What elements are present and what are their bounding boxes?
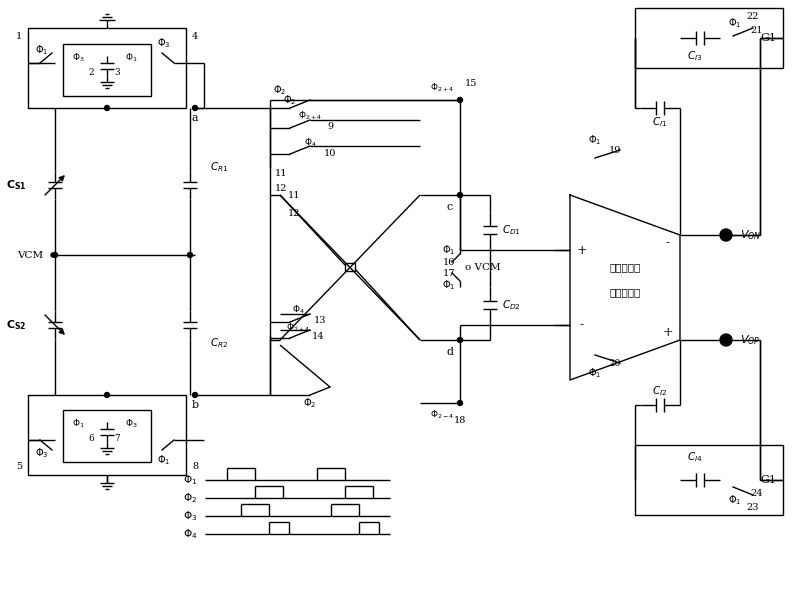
- Text: 7: 7: [114, 434, 120, 442]
- Text: o VCM: o VCM: [465, 262, 501, 272]
- Text: $\Phi_3$: $\Phi_3$: [125, 418, 138, 430]
- Text: $\Phi_2$: $\Phi_2$: [183, 491, 197, 505]
- Text: $\Phi_3$: $\Phi_3$: [158, 36, 170, 50]
- Text: b: b: [191, 400, 198, 410]
- Text: 5: 5: [16, 462, 22, 471]
- Text: $\Phi_{2+4}$: $\Phi_{2+4}$: [430, 82, 455, 94]
- Circle shape: [458, 97, 462, 102]
- Text: G1: G1: [760, 33, 776, 43]
- Text: 24: 24: [750, 488, 763, 498]
- Text: $\Phi_4$: $\Phi_4$: [182, 527, 197, 541]
- Bar: [28, 395, 186, 475]
- Text: 21: 21: [750, 25, 763, 34]
- Text: 13: 13: [314, 315, 326, 325]
- Text: 4: 4: [192, 32, 198, 41]
- Text: $\Phi_1$: $\Phi_1$: [588, 133, 602, 147]
- Text: 全差分跨导: 全差分跨导: [610, 262, 641, 272]
- Text: $\Phi_{2-4}$: $\Phi_{2-4}$: [430, 409, 455, 421]
- Text: $\Phi_2$: $\Phi_2$: [303, 396, 317, 410]
- Bar: [28, 28, 186, 108]
- Text: 10: 10: [324, 148, 336, 158]
- Bar: [63, 44, 151, 96]
- Text: 16: 16: [442, 257, 455, 267]
- Text: 19: 19: [609, 145, 621, 155]
- Text: $\Phi_1$: $\Phi_1$: [728, 16, 742, 30]
- Text: $C_{I3}$: $C_{I3}$: [687, 49, 702, 63]
- Text: 8: 8: [192, 462, 198, 471]
- Circle shape: [458, 193, 462, 198]
- Circle shape: [53, 253, 58, 257]
- Text: 12: 12: [275, 184, 287, 193]
- Text: $V_{ON}$: $V_{ON}$: [740, 228, 762, 242]
- Circle shape: [193, 392, 198, 397]
- Text: VCM: VCM: [17, 251, 43, 259]
- Text: 1: 1: [16, 32, 22, 41]
- Text: $\Phi_{2+4}$: $\Phi_{2+4}$: [286, 322, 310, 334]
- Circle shape: [458, 400, 462, 405]
- Bar: [63, 410, 151, 462]
- Circle shape: [720, 229, 732, 241]
- Text: $C_{I1}$: $C_{I1}$: [652, 115, 668, 129]
- Text: $\Phi_1$: $\Phi_1$: [158, 453, 170, 467]
- Text: $C_{I2}$: $C_{I2}$: [652, 384, 668, 398]
- Text: $C_{D1}$: $C_{D1}$: [502, 223, 521, 237]
- Text: 3: 3: [114, 68, 120, 76]
- Text: $C_{R2}$: $C_{R2}$: [210, 336, 228, 350]
- Text: 11: 11: [275, 169, 287, 177]
- Text: $V_{OP}$: $V_{OP}$: [740, 333, 760, 347]
- Bar: [635, 8, 783, 68]
- Circle shape: [105, 392, 110, 397]
- Text: $\Phi_{2+4}$: $\Phi_{2+4}$: [298, 110, 322, 122]
- Text: 17: 17: [442, 269, 455, 277]
- Text: c: c: [447, 202, 453, 212]
- Text: 23: 23: [746, 503, 759, 511]
- Text: $\Phi_1$: $\Phi_1$: [182, 473, 197, 487]
- Text: $\Phi_4$: $\Phi_4$: [303, 137, 317, 149]
- Text: $C_{D2}$: $C_{D2}$: [502, 298, 521, 312]
- Text: $C_{I4}$: $C_{I4}$: [687, 450, 702, 464]
- Text: 22: 22: [746, 12, 759, 20]
- Circle shape: [720, 334, 732, 346]
- Text: -: -: [580, 318, 584, 331]
- Text: 14: 14: [312, 331, 324, 341]
- Circle shape: [193, 105, 198, 110]
- Text: 9: 9: [327, 121, 333, 131]
- Text: d: d: [446, 347, 454, 357]
- Text: $C_{R1}$: $C_{R1}$: [210, 160, 228, 174]
- Text: +: +: [577, 243, 587, 256]
- Text: 2: 2: [88, 68, 94, 76]
- Text: 6: 6: [88, 434, 94, 442]
- Text: 20: 20: [609, 359, 621, 368]
- Circle shape: [187, 253, 193, 257]
- Text: $\Phi_1$: $\Phi_1$: [442, 278, 455, 292]
- Text: $\Phi_2$: $\Phi_2$: [283, 93, 297, 107]
- Text: $\Phi_3$: $\Phi_3$: [182, 509, 197, 523]
- Text: -: -: [666, 237, 670, 249]
- Text: $\mathbf{C_{S2}}$: $\mathbf{C_{S2}}$: [6, 318, 27, 332]
- Text: +: +: [662, 325, 674, 339]
- Text: $\Phi_2$: $\Phi_2$: [274, 83, 286, 97]
- Text: $\Phi_1$: $\Phi_1$: [588, 366, 602, 380]
- Text: 运算放大器: 运算放大器: [610, 287, 641, 297]
- Text: a: a: [192, 113, 198, 123]
- Circle shape: [51, 253, 55, 257]
- Text: G1: G1: [760, 475, 776, 485]
- Text: $\Phi_1$: $\Phi_1$: [35, 43, 49, 57]
- Text: $\Phi_3$: $\Phi_3$: [72, 52, 84, 64]
- Text: $\Phi_4$: $\Phi_4$: [291, 304, 305, 316]
- Text: $\Phi_1$: $\Phi_1$: [72, 418, 84, 430]
- Text: $\mathbf{C_{S1}}$: $\mathbf{C_{S1}}$: [6, 178, 27, 192]
- Text: 12: 12: [288, 208, 301, 217]
- Text: 15: 15: [465, 78, 478, 87]
- Text: $\Phi_1$: $\Phi_1$: [728, 493, 742, 507]
- Circle shape: [458, 338, 462, 342]
- Text: $\Phi_3$: $\Phi_3$: [35, 446, 49, 460]
- Text: $\Phi_1$: $\Phi_1$: [125, 52, 138, 64]
- Circle shape: [105, 105, 110, 110]
- Bar: [635, 445, 783, 515]
- Text: 18: 18: [454, 416, 466, 424]
- Text: 11: 11: [288, 190, 301, 200]
- Bar: [345, 263, 355, 271]
- Text: $\Phi_1$: $\Phi_1$: [442, 243, 455, 257]
